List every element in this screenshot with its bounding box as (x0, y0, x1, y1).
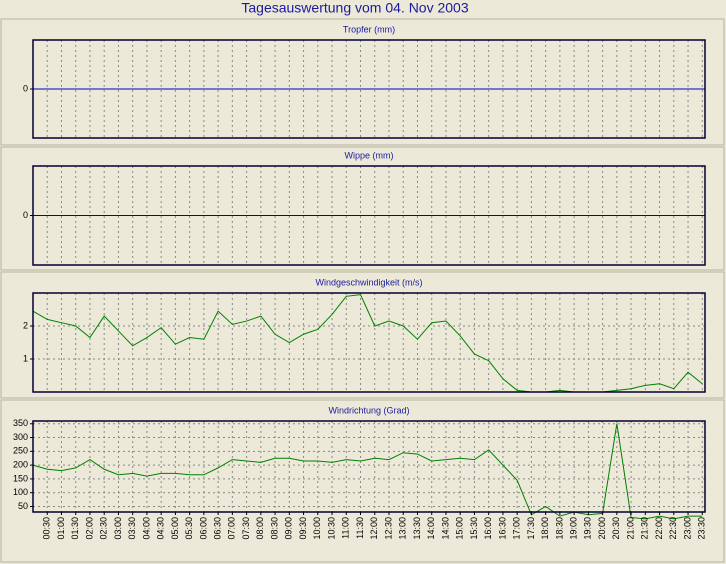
x-tick-label: 08:00 (255, 517, 265, 540)
x-tick-label: 06:00 (198, 517, 208, 540)
x-tick-label: 13:00 (398, 517, 408, 540)
x-tick-label: 01:00 (56, 517, 66, 540)
x-tick-label: 22:30 (668, 517, 678, 540)
plot-frame (32, 39, 706, 139)
x-tick-label: 20:00 (597, 517, 607, 540)
y-tick-label: 0 (23, 210, 28, 220)
y-tick-label: 50 (18, 501, 28, 511)
x-tick-label: 10:30 (326, 517, 336, 540)
x-tick-label: 04:30 (156, 517, 166, 540)
y-tick-label: 250 (13, 446, 28, 456)
y-tick-label: 1 (23, 353, 28, 363)
panel (0, 399, 725, 563)
x-tick-label: 23:30 (697, 517, 707, 540)
y-tick-label: 0 (23, 83, 28, 93)
x-tick-label: 17:00 (512, 517, 522, 540)
x-tick-label: 02:30 (99, 517, 109, 540)
x-tick-label: 02:00 (84, 517, 94, 540)
plot-frame (32, 420, 706, 513)
y-tick-label: 150 (13, 473, 28, 483)
x-tick-label: 05:30 (184, 517, 194, 540)
x-tick-label: 07:00 (227, 517, 237, 540)
x-tick-label: 17:30 (526, 517, 536, 540)
x-tick-label: 11:00 (341, 517, 351, 539)
x-tick-label: 18:30 (554, 517, 564, 540)
x-tick-label: 03:00 (113, 517, 123, 540)
panel (0, 18, 725, 146)
chart-title: Wippe (mm) (345, 150, 394, 160)
x-tick-label: 07:30 (241, 517, 251, 540)
y-tick-label: 2 (23, 320, 28, 330)
x-tick-label: 14:30 (440, 517, 450, 540)
x-tick-label: 16:00 (483, 517, 493, 540)
x-tick-label: 20:30 (611, 517, 621, 540)
x-tick-label: 12:00 (369, 517, 379, 540)
x-tick-label: 11:30 (355, 517, 365, 539)
x-tick-label: 04:00 (141, 517, 151, 540)
x-tick-label: 05:00 (170, 517, 180, 540)
x-tick-label: 21:30 (640, 517, 650, 540)
x-tick-label: 00:30 (42, 517, 52, 540)
y-tick-label: 200 (13, 459, 28, 469)
x-tick-label: 06:30 (212, 517, 222, 540)
x-tick-label: 15:30 (469, 517, 479, 540)
x-tick-label: 03:30 (127, 517, 137, 540)
page-title: Tagesauswertung vom 04. Nov 2003 (241, 0, 468, 16)
chart-title: Tropfer (mm) (343, 24, 395, 34)
panel (0, 271, 725, 399)
x-tick-label: 19:00 (568, 517, 578, 540)
x-tick-label: 09:30 (298, 517, 308, 540)
x-tick-label: 16:30 (497, 517, 507, 540)
panel (0, 146, 725, 271)
x-tick-label: 18:00 (540, 517, 550, 540)
x-tick-label: 10:00 (312, 517, 322, 540)
x-tick-label: 19:30 (583, 517, 593, 540)
x-tick-label: 23:00 (682, 517, 692, 540)
chart-title: Windrichtung (Grad) (328, 405, 409, 415)
plot-frame (32, 292, 706, 393)
x-tick-label: 15:00 (455, 517, 465, 540)
y-tick-label: 300 (13, 432, 28, 442)
x-tick-label: 21:00 (625, 517, 635, 540)
x-tick-label: 14:00 (426, 517, 436, 540)
x-tick-label: 12:30 (383, 517, 393, 540)
y-tick-label: 350 (13, 418, 28, 428)
x-tick-label: 08:30 (269, 517, 279, 540)
plot-frame (32, 165, 706, 266)
y-tick-label: 100 (13, 487, 28, 497)
x-tick-label: 09:00 (284, 517, 294, 540)
x-tick-label: 22:00 (654, 517, 664, 540)
chart-title: Windgeschwindigkeit (m/s) (315, 277, 422, 287)
x-tick-label: 01:30 (70, 517, 80, 540)
data-line (32, 423, 703, 520)
x-tick-label: 13:30 (412, 517, 422, 540)
